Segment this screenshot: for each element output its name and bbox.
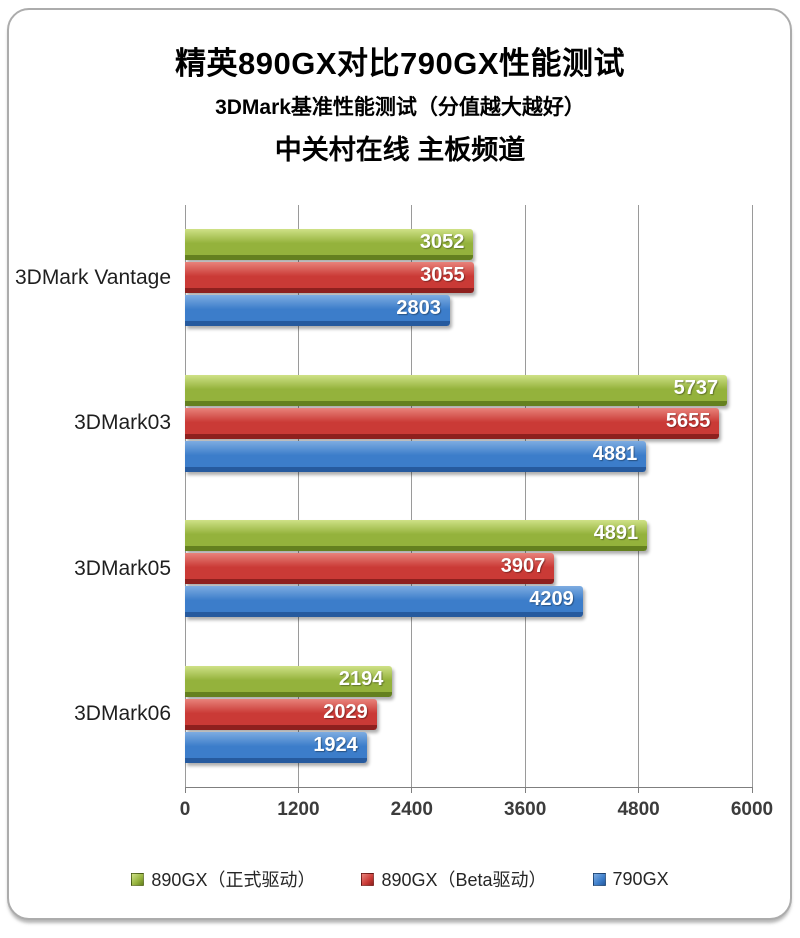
category-label-3: 3DMark06 [74,702,171,726]
gridline-2400 [411,205,413,787]
x-tick-label-0: 0 [179,799,191,820]
tick-mark-0 [184,787,186,793]
bar-group-3: 2194 2029 1924 [185,642,752,788]
legend: 890GX（正式驱动） 890GX（Beta驱动） 790GX [0,866,800,892]
bar-series-2-cat-1: 4881 [185,440,647,472]
gridline-3600 [524,205,526,787]
bar-group-2: 4891 3907 4209 [185,496,752,642]
gridline-1200 [297,205,299,787]
category-label-2: 3DMark05 [74,556,171,580]
bar-value-label: 1924 [313,733,358,756]
tick-mark-4800 [638,787,640,793]
bar-value-label: 3052 [419,231,465,254]
x-axis-tick-labels: 0 1200 2400 3600 4800 6000 [180,799,773,825]
bar-value-label: 4881 [592,442,638,465]
chart-source-line: 中关村在线 主板频道 [274,135,526,165]
bar-series-2-cat-2: 4209 [185,586,583,618]
bar-group-1: 5737 5655 4881 [185,351,752,497]
tick-mark-6000 [751,787,753,793]
bar-series-1-cat-3: 2029 [185,698,377,730]
bar-series-2-cat-0: 2803 [185,295,450,327]
legend-item-2: 790GX [592,868,669,890]
category-axis-labels: 3DMark Vantage 3DMark03 3DMark05 3DMark06 [0,205,171,787]
legend-label-0: 890GX（正式驱动） [151,870,316,890]
legend-swatch-icon [592,872,606,886]
tick-mark-3600 [524,787,526,793]
x-tick-label-2400: 2400 [390,799,433,820]
x-tick-label-4800: 4800 [617,799,660,820]
bar-value-label: 4891 [593,522,639,545]
bar-series-0-cat-3: 2194 [185,665,393,697]
bar-series-0-cat-1: 5737 [185,374,728,406]
bar-group-0: 3052 3055 2803 [185,205,752,351]
bar-series-2-cat-3: 1924 [185,731,367,763]
tick-mark-1200 [297,787,299,793]
x-tick-label-1200: 1200 [277,799,320,820]
plot-area: 3052 3055 2803 5737 5655 4881 4891 3907 4209 2194… [184,205,753,793]
bar-series-0-cat-2: 4891 [185,520,648,552]
bar-value-label: 2194 [338,667,384,690]
legend-label-2: 790GX [612,868,669,889]
bar-series-1-cat-2: 3907 [185,553,555,585]
legend-item-0: 890GX（正式驱动） [131,866,315,892]
bar-value-label: 5655 [665,409,711,432]
bar-value-label: 2803 [396,297,441,320]
bar-value-label: 5737 [673,376,719,399]
bar-series-0-cat-0: 3052 [185,229,474,261]
category-label-1: 3DMark03 [74,411,171,435]
legend-item-1: 890GX（Beta驱动） [361,866,547,892]
x-axis-line [185,787,752,788]
tick-mark-2400 [411,787,413,793]
bar-value-label: 3907 [500,555,546,578]
bar-series-1-cat-1: 5655 [185,407,720,439]
legend-label-1: 890GX（Beta驱动） [381,870,547,890]
bar-value-label: 3055 [420,264,465,287]
bar-value-label: 2029 [323,700,368,723]
bar-series-1-cat-0: 3055 [185,262,474,294]
legend-swatch-icon [131,872,145,886]
legend-swatch-icon [361,872,375,886]
x-tick-label-3600: 3600 [504,799,547,820]
x-tick-label-6000: 6000 [730,799,774,820]
chart-title: 精英890GX对比790GX性能测试 [174,46,626,81]
category-label-0: 3DMark Vantage [14,265,171,289]
gridline-6000 [751,205,753,787]
gridline-4800 [638,205,640,787]
bar-value-label: 4209 [529,588,574,611]
chart-subtitle: 3DMark基准性能测试（分值越大越好） [215,96,585,119]
gridline-0 [184,205,186,787]
